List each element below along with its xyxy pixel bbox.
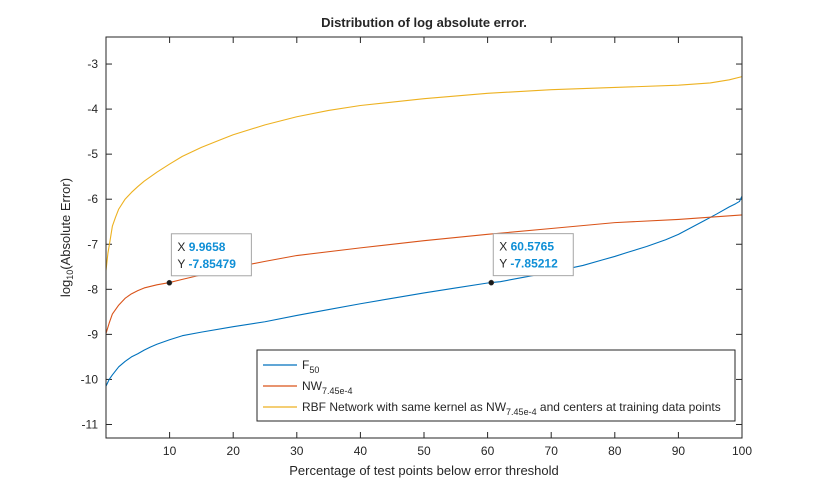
legend-label-1: NW7.45e-4	[302, 379, 353, 396]
datatip-box	[492, 233, 574, 277]
series-line-2	[105, 76, 743, 271]
y-tick-label: -4	[87, 102, 98, 116]
y-tick-label: -7	[87, 237, 98, 251]
x-axis-label: Percentage of test points below error th…	[289, 463, 559, 478]
x-tick-label: 30	[290, 444, 304, 458]
y-axis-label-subscript: 10	[65, 270, 75, 280]
datatip-y-row: Y -7.85479	[177, 257, 236, 271]
datatip-y-label: Y	[177, 257, 188, 271]
y-tick-label: -3	[87, 57, 98, 71]
legend-label-sub: 7.45e-4	[506, 407, 537, 417]
datatip-x-value: 60.5765	[511, 240, 555, 254]
legend-label-main: RBF Network with same kernel as NW	[302, 400, 507, 414]
x-tick-label: 60	[481, 444, 495, 458]
datatip-x-row: X 9.9658	[177, 240, 225, 254]
x-tick-label: 100	[732, 444, 752, 458]
x-axis-ticks: 10 20 30 40 50 60 70 80 90 100	[163, 37, 752, 458]
datatip-y-value: -7.85479	[189, 257, 237, 271]
y-tick-label: -10	[81, 372, 99, 386]
datatip-marker	[488, 279, 495, 286]
legend-label-tail: and centers at training data points	[537, 400, 721, 414]
y-axis-ticks: -11 -10 -9 -8 -7 -6 -5 -4 -3	[81, 57, 742, 431]
y-axis-label-prefix: log	[58, 280, 73, 297]
datatip-x-label: X	[499, 240, 510, 254]
datatip-x-row: X 60.5765	[499, 240, 554, 254]
datatip-x-label: X	[177, 240, 188, 254]
chart-title: Distribution of log absolute error.	[321, 15, 527, 30]
datatip-marker	[166, 279, 173, 286]
y-tick-label: -9	[87, 327, 98, 341]
y-axis-label-suffix: (Absolute Error)	[58, 178, 73, 270]
y-tick-label: -5	[87, 147, 98, 161]
x-tick-label: 40	[354, 444, 368, 458]
y-axis-label: log10(Absolute Error)	[58, 178, 75, 297]
x-tick-label: 70	[545, 444, 559, 458]
legend-label-sub: 7.45e-4	[322, 386, 353, 396]
legend-label-sub: 50	[309, 365, 319, 375]
legend-label-2: RBF Network with same kernel as NW7.45e-…	[302, 400, 721, 417]
x-tick-label: 20	[227, 444, 241, 458]
y-tick-label: -6	[87, 192, 98, 206]
datatip-y-row: Y -7.85212	[499, 257, 558, 271]
datatip-x-value: 9.9658	[189, 240, 226, 254]
plot-box	[105, 36, 743, 439]
x-tick-label: 50	[417, 444, 431, 458]
y-tick-label: -11	[82, 417, 99, 431]
series-line-1	[105, 214, 743, 334]
series-line-0	[105, 195, 743, 387]
datatip-box	[170, 233, 252, 277]
legend-box	[256, 349, 736, 422]
x-tick-label: 10	[163, 444, 177, 458]
legend-label-main: F	[302, 358, 309, 372]
series-layer	[105, 76, 743, 387]
x-tick-label: 80	[608, 444, 622, 458]
legend-label-main: NW	[302, 379, 323, 393]
datatip-y-label: Y	[499, 257, 510, 271]
legend-label-0: F50	[302, 358, 319, 375]
x-tick-label: 90	[672, 444, 686, 458]
datatip-y-value: -7.85212	[510, 257, 558, 271]
y-tick-label: -8	[87, 282, 98, 296]
